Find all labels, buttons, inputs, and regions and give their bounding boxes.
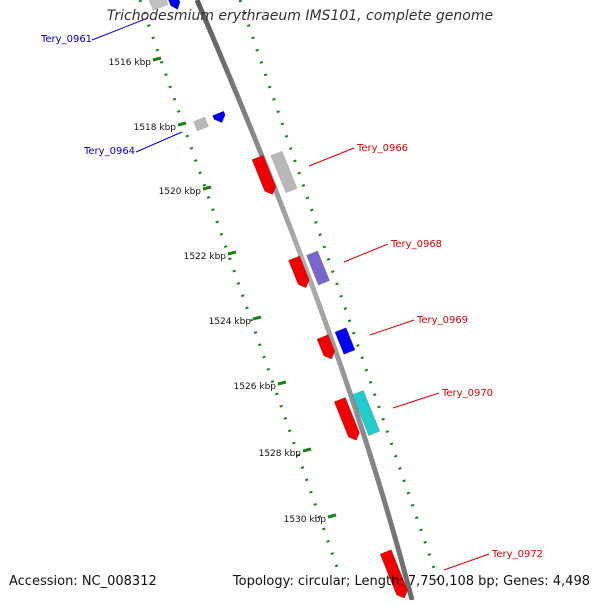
tick-label: 1526 kbp bbox=[234, 382, 277, 392]
genome-summary-text: Topology: circular; Length: 7,750,108 bp… bbox=[232, 574, 590, 589]
gene-label[interactable]: Tery_0970 bbox=[441, 388, 493, 399]
gene-arrow[interactable] bbox=[251, 154, 278, 197]
tick-mark bbox=[177, 121, 187, 127]
gene-label[interactable]: Tery_0969 bbox=[416, 315, 468, 326]
gene-box[interactable] bbox=[270, 150, 298, 194]
gene-label[interactable]: Tery_0972 bbox=[491, 549, 543, 560]
gene-box[interactable] bbox=[193, 116, 209, 132]
gene-label[interactable]: Tery_0968 bbox=[390, 239, 442, 250]
genome-title: Trichodesmium erythraeum IMS101, complet… bbox=[106, 8, 494, 24]
tick-label: 1530 kbp bbox=[284, 515, 327, 525]
gene-arrow[interactable] bbox=[167, 0, 183, 11]
tick-label: 1518 kbp bbox=[134, 123, 177, 133]
gene-label[interactable]: Tery_0961 bbox=[40, 34, 92, 45]
gene-arrow[interactable] bbox=[316, 334, 337, 362]
gene-leader-line bbox=[91, 17, 149, 41]
tick-mark bbox=[202, 185, 212, 191]
gene-box[interactable] bbox=[351, 389, 381, 437]
gene-arrow[interactable] bbox=[379, 549, 410, 600]
tick-label: 1516 kbp bbox=[109, 58, 152, 68]
gene-leader-line bbox=[343, 243, 389, 263]
gene-leader-line bbox=[392, 392, 440, 409]
tick-mark bbox=[227, 250, 237, 256]
tick-label: 1524 kbp bbox=[209, 317, 252, 327]
gene-leader-line bbox=[135, 131, 183, 153]
gene-arrow[interactable] bbox=[333, 396, 362, 442]
tick-label: 1528 kbp bbox=[259, 449, 302, 459]
outer-tick-track bbox=[238, 0, 440, 581]
gene-arrow[interactable] bbox=[288, 255, 311, 290]
tick-mark bbox=[152, 56, 162, 62]
gene-box[interactable] bbox=[147, 0, 169, 11]
tick-mark bbox=[277, 380, 287, 386]
tick-mark bbox=[302, 447, 312, 453]
tick-mark bbox=[252, 315, 262, 321]
gene-box[interactable] bbox=[334, 327, 356, 355]
inner-tick-track bbox=[138, 0, 340, 571]
gene-leader-line bbox=[369, 319, 415, 336]
tick-mark bbox=[327, 513, 337, 519]
gene-box[interactable] bbox=[306, 250, 330, 286]
gene-label[interactable]: Tery_0964 bbox=[83, 146, 135, 157]
gene-leader-line bbox=[443, 553, 490, 571]
gene-leader-line bbox=[308, 147, 355, 167]
tick-label: 1522 kbp bbox=[184, 252, 227, 262]
gene-label[interactable]: Tery_0966 bbox=[356, 143, 408, 154]
tick-label: 1520 kbp bbox=[159, 187, 202, 197]
genome-backbone bbox=[194, 0, 415, 601]
accession-text: Accession: NC_008312 bbox=[9, 574, 157, 589]
gene-arrow[interactable] bbox=[212, 110, 228, 125]
